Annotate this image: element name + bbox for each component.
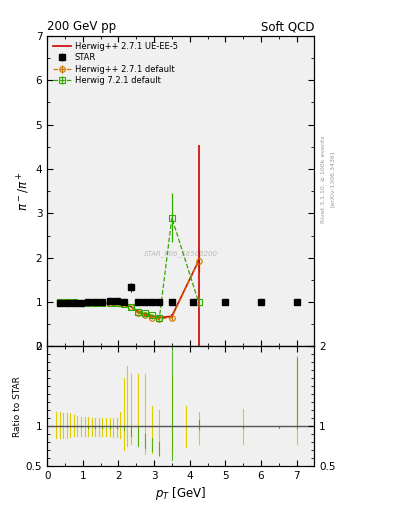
Legend: Herwig++ 2.7.1 UE-EE-5, STAR, Herwig++ 2.7.1 default, Herwig 7.2.1 default: Herwig++ 2.7.1 UE-EE-5, STAR, Herwig++ 2…: [51, 40, 179, 87]
Y-axis label: Ratio to STAR: Ratio to STAR: [13, 376, 22, 437]
Herwig++ 2.7.1 UE-EE-5: [86, 300, 90, 306]
Herwig++ 2.7.1 UE-EE-5: [136, 309, 140, 315]
Herwig++ 2.7.1 UE-EE-5: [150, 313, 154, 319]
Herwig++ 2.7.1 UE-EE-5: [57, 299, 62, 305]
Herwig++ 2.7.1 UE-EE-5: [100, 301, 105, 307]
X-axis label: $p_T$ [GeV]: $p_T$ [GeV]: [155, 485, 206, 502]
Text: Rivet 3.1.10, ≥ 100k events: Rivet 3.1.10, ≥ 100k events: [320, 135, 325, 223]
Text: STAR_P06_S6500200: STAR_P06_S6500200: [144, 250, 218, 257]
Y-axis label: $\pi^- / \pi^+$: $\pi^- / \pi^+$: [15, 172, 31, 211]
Herwig++ 2.7.1 UE-EE-5: [93, 301, 97, 307]
Herwig++ 2.7.1 UE-EE-5: [79, 300, 83, 306]
Herwig++ 2.7.1 UE-EE-5: [72, 299, 76, 305]
Text: 200 GeV pp: 200 GeV pp: [47, 20, 116, 33]
Herwig++ 2.7.1 UE-EE-5: [129, 304, 133, 310]
Herwig++ 2.7.1 UE-EE-5: [121, 301, 126, 307]
Herwig++ 2.7.1 UE-EE-5: [169, 313, 174, 319]
Herwig++ 2.7.1 UE-EE-5: [107, 301, 112, 307]
Herwig++ 2.7.1 UE-EE-5: [157, 314, 162, 321]
Herwig++ 2.7.1 UE-EE-5: [196, 258, 201, 264]
Herwig++ 2.7.1 UE-EE-5: [64, 299, 69, 305]
Text: [arXiv:1306.3436]: [arXiv:1306.3436]: [330, 151, 335, 207]
Herwig++ 2.7.1 UE-EE-5: [114, 301, 119, 307]
Text: Soft QCD: Soft QCD: [261, 20, 314, 33]
Line: Herwig++ 2.7.1 UE-EE-5: Herwig++ 2.7.1 UE-EE-5: [60, 261, 198, 317]
Herwig++ 2.7.1 UE-EE-5: [143, 311, 147, 317]
